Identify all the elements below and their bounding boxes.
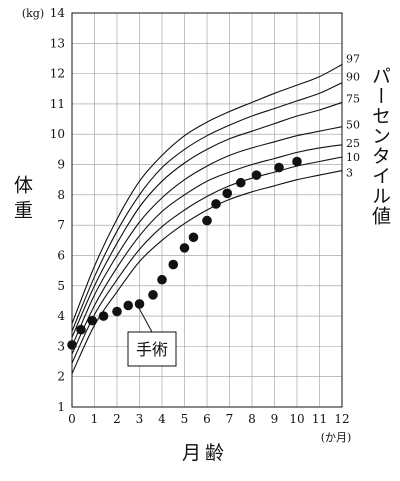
y-tick-label: 13 <box>50 36 65 50</box>
measurement-point <box>112 306 122 317</box>
percentile-label-10: 10 <box>346 151 360 164</box>
measurement-point <box>157 274 167 285</box>
measurement-point <box>179 243 190 253</box>
y-tick-label: 9 <box>57 158 65 172</box>
measurement-point <box>211 199 221 209</box>
x-tick-label: 7 <box>226 412 234 426</box>
x-tick-label: 4 <box>158 412 166 426</box>
measurement-point <box>292 156 302 167</box>
annotation-label: 手術 <box>136 340 168 359</box>
percentile-label-97: 97 <box>346 53 360 66</box>
percentile-curves <box>71 64 343 374</box>
x-tick-label: 1 <box>91 412 99 426</box>
legend-title: パーセンタイル値 <box>369 66 391 226</box>
measurement-point <box>222 188 233 199</box>
x-tick-label: 3 <box>136 412 144 426</box>
percentile-curve-97 <box>71 64 343 324</box>
y-unit-label: (kg) <box>22 7 44 20</box>
percentile-label-75: 75 <box>346 92 360 105</box>
percentile-curve-50 <box>71 126 343 347</box>
x-tick-label: 0 <box>68 412 76 426</box>
x-tick-label: 5 <box>181 412 189 426</box>
measurement-points <box>67 156 302 350</box>
measurement-point <box>168 259 179 270</box>
x-tick-label: 10 <box>289 412 304 426</box>
x-tick-label: 6 <box>203 412 211 426</box>
measurement-point <box>76 324 86 335</box>
surgery-annotation: 手術 <box>127 306 177 367</box>
percentile-label-90: 90 <box>346 71 360 84</box>
measurement-point <box>67 340 77 350</box>
measurement-point <box>98 311 109 321</box>
x-unit-label: (か月) <box>321 431 352 444</box>
y-tick-label: 7 <box>57 218 65 232</box>
measurement-point <box>251 170 262 180</box>
y-tick-label: 8 <box>57 188 65 202</box>
y-tick-label: 5 <box>57 279 65 293</box>
x-tick-label: 9 <box>271 412 279 426</box>
percentile-curve-3 <box>71 170 343 374</box>
y-tick-label: 14 <box>50 6 66 20</box>
plot-frame <box>71 12 343 408</box>
percentile-curve-25 <box>71 144 343 355</box>
measurement-point <box>123 300 134 311</box>
annotation-leader-line <box>137 306 153 333</box>
y-tick-label: 2 <box>57 370 65 384</box>
y-tick-label: 10 <box>50 127 65 141</box>
annotation-box <box>127 331 177 367</box>
y-tick-label: 6 <box>57 248 65 262</box>
measurement-point <box>87 315 98 326</box>
percentile-label-25: 25 <box>346 137 360 150</box>
y-tick-label: 11 <box>50 97 65 111</box>
percentile-curve-90 <box>71 82 343 332</box>
y-tick-label: 12 <box>50 67 65 81</box>
measurement-point <box>235 177 246 188</box>
x-tick-label: 12 <box>334 412 349 426</box>
percentile-label-3: 3 <box>346 167 353 180</box>
x-tick-label: 8 <box>248 412 256 426</box>
measurement-point <box>134 299 145 309</box>
measurement-point <box>274 162 284 173</box>
y-tick-label: 1 <box>57 400 65 414</box>
y-tick-label: 3 <box>57 339 65 353</box>
x-tick-label: 11 <box>312 412 327 426</box>
measurement-point <box>148 290 158 300</box>
percentile-curve-75 <box>71 101 343 338</box>
percentile-label-50: 50 <box>346 119 360 132</box>
measurement-point <box>202 215 212 226</box>
x-tick-label: 2 <box>113 412 121 426</box>
x-axis-label: 月齢 <box>182 442 228 464</box>
y-axis-label: 体重 <box>11 175 33 225</box>
measurement-point <box>188 232 199 243</box>
y-tick-label: 4 <box>57 309 65 323</box>
